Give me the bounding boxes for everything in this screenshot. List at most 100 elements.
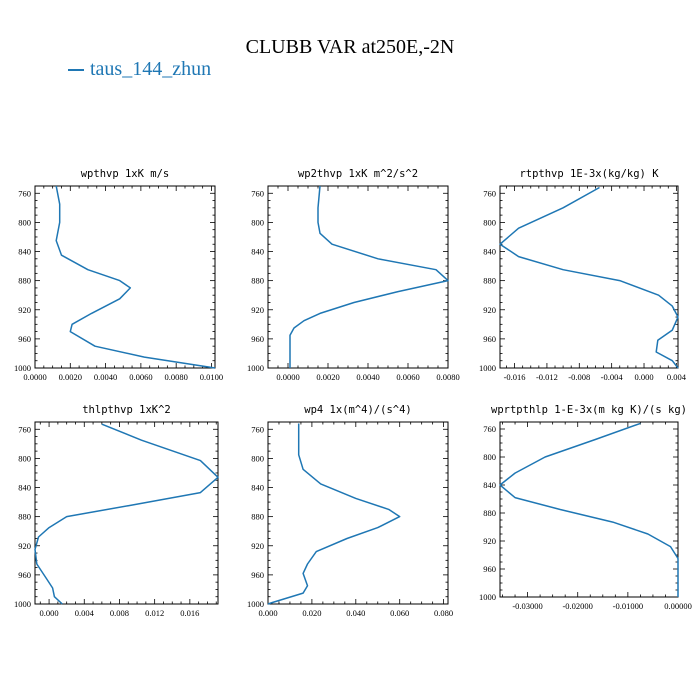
y-tick-label: 840: [18, 247, 31, 257]
x-tick-label: -0.004: [601, 372, 624, 382]
x-tick-label: 0.0040: [94, 372, 117, 382]
y-tick-label: 800: [251, 453, 264, 463]
plot-frame: [34, 185, 216, 369]
x-tick-label: 0.0000: [23, 372, 46, 382]
y-tick-label: 960: [251, 334, 264, 344]
subplot-1: wpthvp 1xK m/s76080084088092096010000.00…: [14, 168, 223, 382]
x-tick-label: 0.0020: [59, 372, 82, 382]
x-tick-label: 0.0100: [200, 372, 223, 382]
x-tick-label: 0.0060: [129, 372, 152, 382]
y-tick-label: 760: [251, 188, 264, 198]
x-tick-label: 0.080: [434, 608, 453, 618]
x-tick-label: 0.0020: [316, 372, 339, 382]
subplot-title: wprtpthlp 1-E-3x(m kg K)/(s kg): [491, 404, 687, 416]
y-tick-label: 840: [483, 480, 496, 490]
series-line: [289, 185, 449, 368]
y-tick-label: 800: [251, 217, 264, 227]
x-tick-label: 0.00000: [664, 601, 692, 611]
y-tick-label: 880: [18, 276, 31, 286]
x-tick-label: -0.016: [504, 372, 526, 382]
y-tick-label: 800: [18, 217, 31, 227]
subplot-title: wp4 1x(m^4)/(s^4): [304, 404, 411, 416]
plot-frame: [34, 421, 219, 605]
x-tick-label: 0.040: [346, 608, 365, 618]
y-tick-label: 760: [483, 188, 496, 198]
x-tick-label: 0.012: [145, 608, 164, 618]
subplot-3: rtpthvp 1E-3x(kg/kg) K 760 800 840 880 920 960…: [479, 168, 687, 382]
y-tick-label: 960: [18, 334, 31, 344]
subplot-6: wprtpthlp 1-E-3x(m kg K)/(s kg) 760 800 840…: [479, 404, 692, 611]
y-tick-label: 800: [483, 452, 496, 462]
y-tick-label: 920: [251, 305, 264, 315]
y-tick-label: 960: [483, 564, 496, 574]
x-tick-label: 0.020: [302, 608, 321, 618]
series-line: [499, 422, 679, 597]
y-tick-label: 920: [251, 541, 264, 551]
y-tick-label: 760: [18, 424, 31, 434]
x-tick-label: 0.0060: [396, 372, 419, 382]
x-tick-label: 0.004: [667, 372, 687, 382]
plot-frame: [499, 421, 679, 598]
y-tick-label: 840: [18, 483, 31, 493]
series-line: [55, 185, 216, 369]
y-tick-label: 760: [18, 188, 31, 198]
y-tick-label: 920: [18, 541, 31, 551]
x-tick-label: 0.0080: [164, 372, 187, 382]
chart-title: CLUBB VAR at250E,-2N: [245, 36, 455, 58]
x-tick-label: 0.060: [390, 608, 409, 618]
x-tick-label: 0.000: [634, 372, 653, 382]
legend-swatch: [68, 69, 84, 72]
y-tick-label: 1000: [479, 363, 496, 373]
x-tick-label: 0.008: [110, 608, 129, 618]
x-tick-label: -0.012: [536, 372, 558, 382]
subplot-title: thlpthvp 1xK^2: [82, 404, 171, 416]
x-tick-label: -0.03000: [512, 601, 542, 611]
y-tick-label: 920: [483, 305, 496, 315]
y-tick-label: 960: [251, 570, 264, 580]
subplot-title: wpthvp 1xK m/s: [81, 168, 170, 180]
y-tick-label: 960: [483, 334, 496, 344]
y-tick-label: 760: [251, 424, 264, 434]
x-tick-label: 0.0000: [276, 372, 299, 382]
x-tick-label: -0.01000: [613, 601, 643, 611]
y-tick-label: 800: [18, 453, 31, 463]
x-tick-label: -0.008: [568, 372, 590, 382]
y-tick-label: 760: [483, 424, 496, 434]
y-tick-label: 880: [251, 276, 264, 286]
plot-frame: [267, 185, 449, 369]
y-tick-label: 1000: [479, 592, 496, 602]
y-tick-label: 920: [483, 536, 496, 546]
y-tick-label: 1000: [247, 599, 264, 609]
y-tick-label: 880: [483, 508, 496, 518]
series-line: [499, 186, 679, 369]
y-tick-label: 960: [18, 570, 31, 580]
y-tick-label: 1000: [14, 363, 31, 373]
legend-label: taus_144_zhun: [90, 58, 212, 80]
subplot-5: wp4 1x(m^4)/(s^4)76080084088092096010000…: [247, 404, 453, 618]
y-tick-label: 840: [251, 483, 264, 493]
y-tick-label: 840: [483, 247, 496, 257]
x-tick-label: 0.000: [258, 608, 277, 618]
y-tick-label: 880: [251, 512, 264, 522]
legend: taus_144_zhun: [68, 58, 211, 81]
y-tick-label: 920: [18, 305, 31, 315]
x-tick-label: 0.000: [40, 608, 59, 618]
x-tick-label: 0.0040: [356, 372, 379, 382]
y-tick-label: 840: [251, 247, 264, 257]
y-tick-label: 1000: [247, 363, 264, 373]
subplot-title: rtpthvp 1E-3x(kg/kg) K: [519, 168, 659, 180]
x-tick-label: 0.016: [180, 608, 199, 618]
y-tick-label: 800: [483, 217, 496, 227]
y-tick-label: 1000: [14, 599, 31, 609]
y-tick-label: 880: [18, 512, 31, 522]
subplot-2: wp2thvp 1xK m^2/s^2 760 800 840 880 920 960 100…: [247, 168, 460, 382]
subplot-4: thlpthvp 1xK^2 760 800 840 880 920 960 1000 0.00…: [14, 404, 219, 618]
y-tick-label: 880: [483, 276, 496, 286]
subplot-title: wp2thvp 1xK m^2/s^2: [298, 168, 418, 180]
x-tick-label: 0.004: [75, 608, 95, 618]
plot-frame: [499, 185, 679, 369]
series-line: [34, 423, 219, 605]
series-line: [267, 423, 401, 605]
plot-frame: [267, 421, 449, 605]
